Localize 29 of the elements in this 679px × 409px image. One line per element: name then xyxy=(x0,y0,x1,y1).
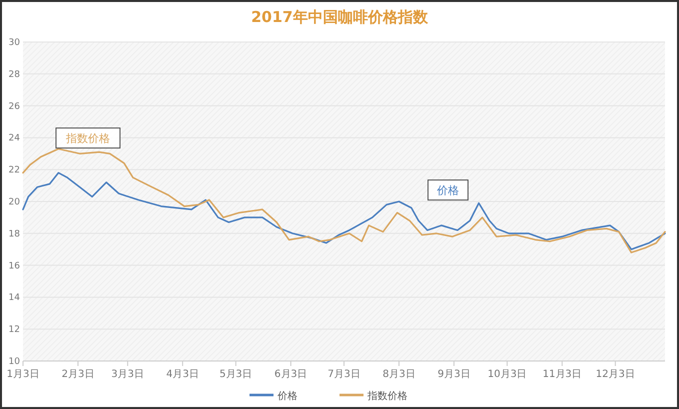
x-tick-label: 8月3日 xyxy=(382,369,416,380)
y-tick-label: 24 xyxy=(8,134,20,144)
x-tick-label: 12月3日 xyxy=(596,369,635,380)
y-tick-label: 28 xyxy=(8,70,20,80)
x-tick-label: 4月3日 xyxy=(166,369,199,380)
x-tick-label: 3月3日 xyxy=(111,369,144,380)
x-tick-label: 11月3日 xyxy=(542,369,582,380)
y-tick-label: 12 xyxy=(8,325,20,336)
annotation: 价格 xyxy=(436,184,459,197)
y-tick-label: 10 xyxy=(8,357,20,367)
x-tick-label: 9月3日 xyxy=(438,369,470,380)
annotation: 指数价格 xyxy=(65,132,110,145)
x-tick-label: 10月3日 xyxy=(488,369,527,380)
chart-title: 2017年中国咖啡价格指数 xyxy=(251,8,429,26)
y-tick-label: 30 xyxy=(8,38,20,48)
x-tick-label: 7月3日 xyxy=(328,369,360,380)
y-tick-label: 18 xyxy=(8,229,20,240)
legend-label: 价格 xyxy=(276,390,298,402)
y-tick-label: 26 xyxy=(8,102,20,112)
y-tick-label: 14 xyxy=(8,293,20,304)
legend-label: 指数价格 xyxy=(366,390,408,402)
line-series xyxy=(22,172,666,250)
x-tick-label: 1月3日 xyxy=(6,369,40,380)
y-tick-label: 20 xyxy=(8,198,20,208)
x-tick-label: 2月3日 xyxy=(62,369,94,380)
y-tick-label: 22 xyxy=(8,166,20,176)
x-tick-label: 5月3日 xyxy=(219,369,252,380)
x-tick-label: 6月3日 xyxy=(274,369,308,380)
y-tick-label: 16 xyxy=(8,261,20,272)
